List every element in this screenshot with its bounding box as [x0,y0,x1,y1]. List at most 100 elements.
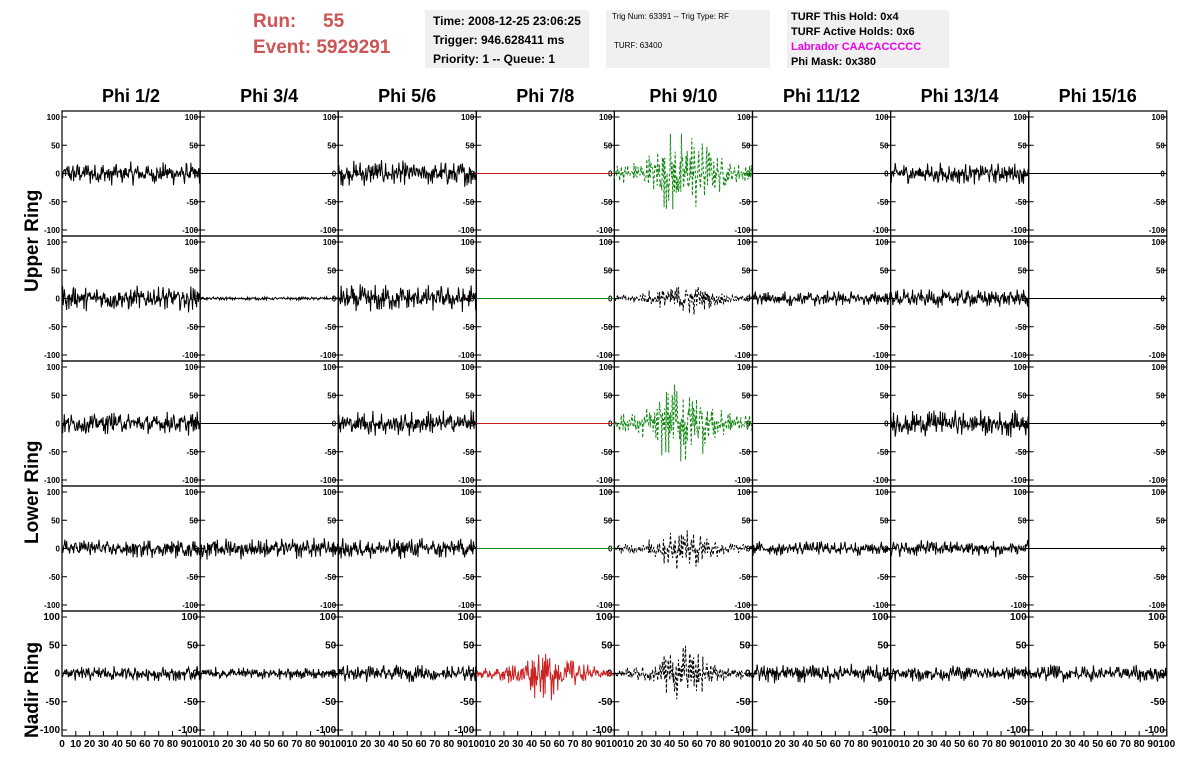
x-tick-label: 50 [125,739,137,750]
y-tick-label: -100 [873,476,890,485]
y-tick-label: -100 [592,725,612,736]
y-tick-label: -100 [1007,725,1027,736]
y-tick-label: -100 [596,351,613,360]
waveform-trace [337,537,477,560]
y-tick-label: 100 [185,488,199,497]
y-tick-label: -100 [178,725,198,736]
trig-num-text: Trig Num: 63391 -- Trig Type: RF [612,12,729,21]
waveform-trace [61,665,201,682]
x-tick-label: 50 [540,739,552,750]
event-label: Event: [253,37,312,58]
y-tick-label: -100 [458,351,475,360]
labrador-text: Labrador CAACACCCCC [791,41,922,53]
y-tick-label: -50 [736,697,751,708]
y-tick-label: 100 [458,612,475,623]
y-tick-label: 100 [461,488,475,497]
y-tick-label: -100 [1011,351,1028,360]
y-tick-label: -100 [320,476,337,485]
y-tick-label: 100 [461,238,475,247]
time-text: Time: 2008-12-25 23:06:25 [433,14,581,28]
y-tick-label: -100 [730,725,750,736]
x-tick-label: 100 [606,739,623,750]
x-tick-label: 30 [788,739,800,750]
y-tick-label: -50 [187,448,199,457]
y-tick-label: 100 [185,363,199,372]
x-tick-label: 90 [457,739,469,750]
y-tick-label: 100 [737,238,751,247]
y-tick-label: 100 [1013,113,1027,122]
y-tick-label: 100 [320,612,337,623]
y-tick-label: -100 [873,601,890,610]
x-tick-label: 30 [374,739,386,750]
x-tick-label: 50 [954,739,966,750]
y-tick-label: -50 [1015,573,1027,582]
column-title: Phi 1/2 [101,86,161,106]
y-tick-label: -50 [1150,697,1165,708]
y-tick-label: -100 [734,601,751,610]
x-tick-label: 100 [1158,739,1175,750]
time-info-box: Time: 2008-12-25 23:06:25 Trigger: 946.6… [425,10,589,68]
y-tick-label: -100 [869,725,889,736]
y-tick-label: 50 [603,266,612,275]
y-tick-label: -100 [182,226,199,235]
x-tick-label: 90 [319,739,331,750]
y-tick-label: 100 [1013,238,1027,247]
x-tick-label: 100 [330,739,347,750]
y-tick-label: -50 [739,198,751,207]
y-tick-label: 100 [461,113,475,122]
waveform-trace [61,161,201,186]
y-tick-label: 50 [51,266,60,275]
column-title: Phi 11/12 [782,86,861,106]
x-tick-label: 10 [761,739,773,750]
x-tick-label: 50 [816,739,828,750]
x-tick-label: 70 [153,739,165,750]
y-tick-label: -50 [463,323,475,332]
y-tick-label: 100 [872,612,889,623]
y-tick-label: 50 [877,640,889,651]
y-tick-label: -100 [1011,226,1028,235]
y-tick-label: 50 [603,391,612,400]
y-tick-label: 100 [875,238,889,247]
y-tick-label: -50 [460,697,475,708]
y-tick-label: -100 [734,476,751,485]
y-tick-label: 50 [742,391,751,400]
y-tick-label: 50 [327,266,336,275]
y-tick-label: -50 [463,573,475,582]
y-tick-label: 50 [880,266,889,275]
x-tick-label: 20 [498,739,510,750]
trigger-text: Trigger: 946.628411 ms [433,33,565,47]
y-tick-label: 0 [194,545,199,554]
y-tick-label: -50 [877,448,889,457]
y-tick-label: 50 [327,516,336,525]
y-tick-label: 0 [470,295,475,304]
y-tick-label: 0 [56,545,61,554]
run-label: Run: [253,11,297,32]
y-tick-label: 50 [187,640,199,651]
x-tick-label: 100 [744,739,761,750]
y-tick-label: -100 [1011,601,1028,610]
y-tick-label: 100 [596,612,613,623]
x-tick-label: 80 [996,739,1008,750]
y-tick-label: 50 [465,516,474,525]
y-tick-label: -100 [1011,476,1028,485]
y-tick-label: 50 [742,141,751,150]
turf-hold-text: TURF This Hold: 0x4 [791,11,899,23]
column-title: Phi 7/8 [516,86,575,106]
y-tick-label: 100 [737,363,751,372]
y-tick-label: 50 [739,640,751,651]
y-tick-label: -100 [873,226,890,235]
x-tick-label: 50 [678,739,690,750]
y-tick-label: 50 [465,141,474,150]
y-tick-label: 100 [599,113,613,122]
waveform-trace [61,539,201,559]
y-tick-label: -50 [874,697,889,708]
y-tick-label: 50 [465,266,474,275]
x-tick-label: 20 [360,739,372,750]
x-tick-label: 10 [208,739,220,750]
y-tick-label: 0 [194,295,199,304]
y-tick-label: 50 [1018,141,1027,150]
y-tick-label: -100 [182,476,199,485]
y-tick-label: -100 [316,725,336,736]
x-tick-label: 40 [1078,739,1090,750]
y-tick-label: 50 [189,266,198,275]
